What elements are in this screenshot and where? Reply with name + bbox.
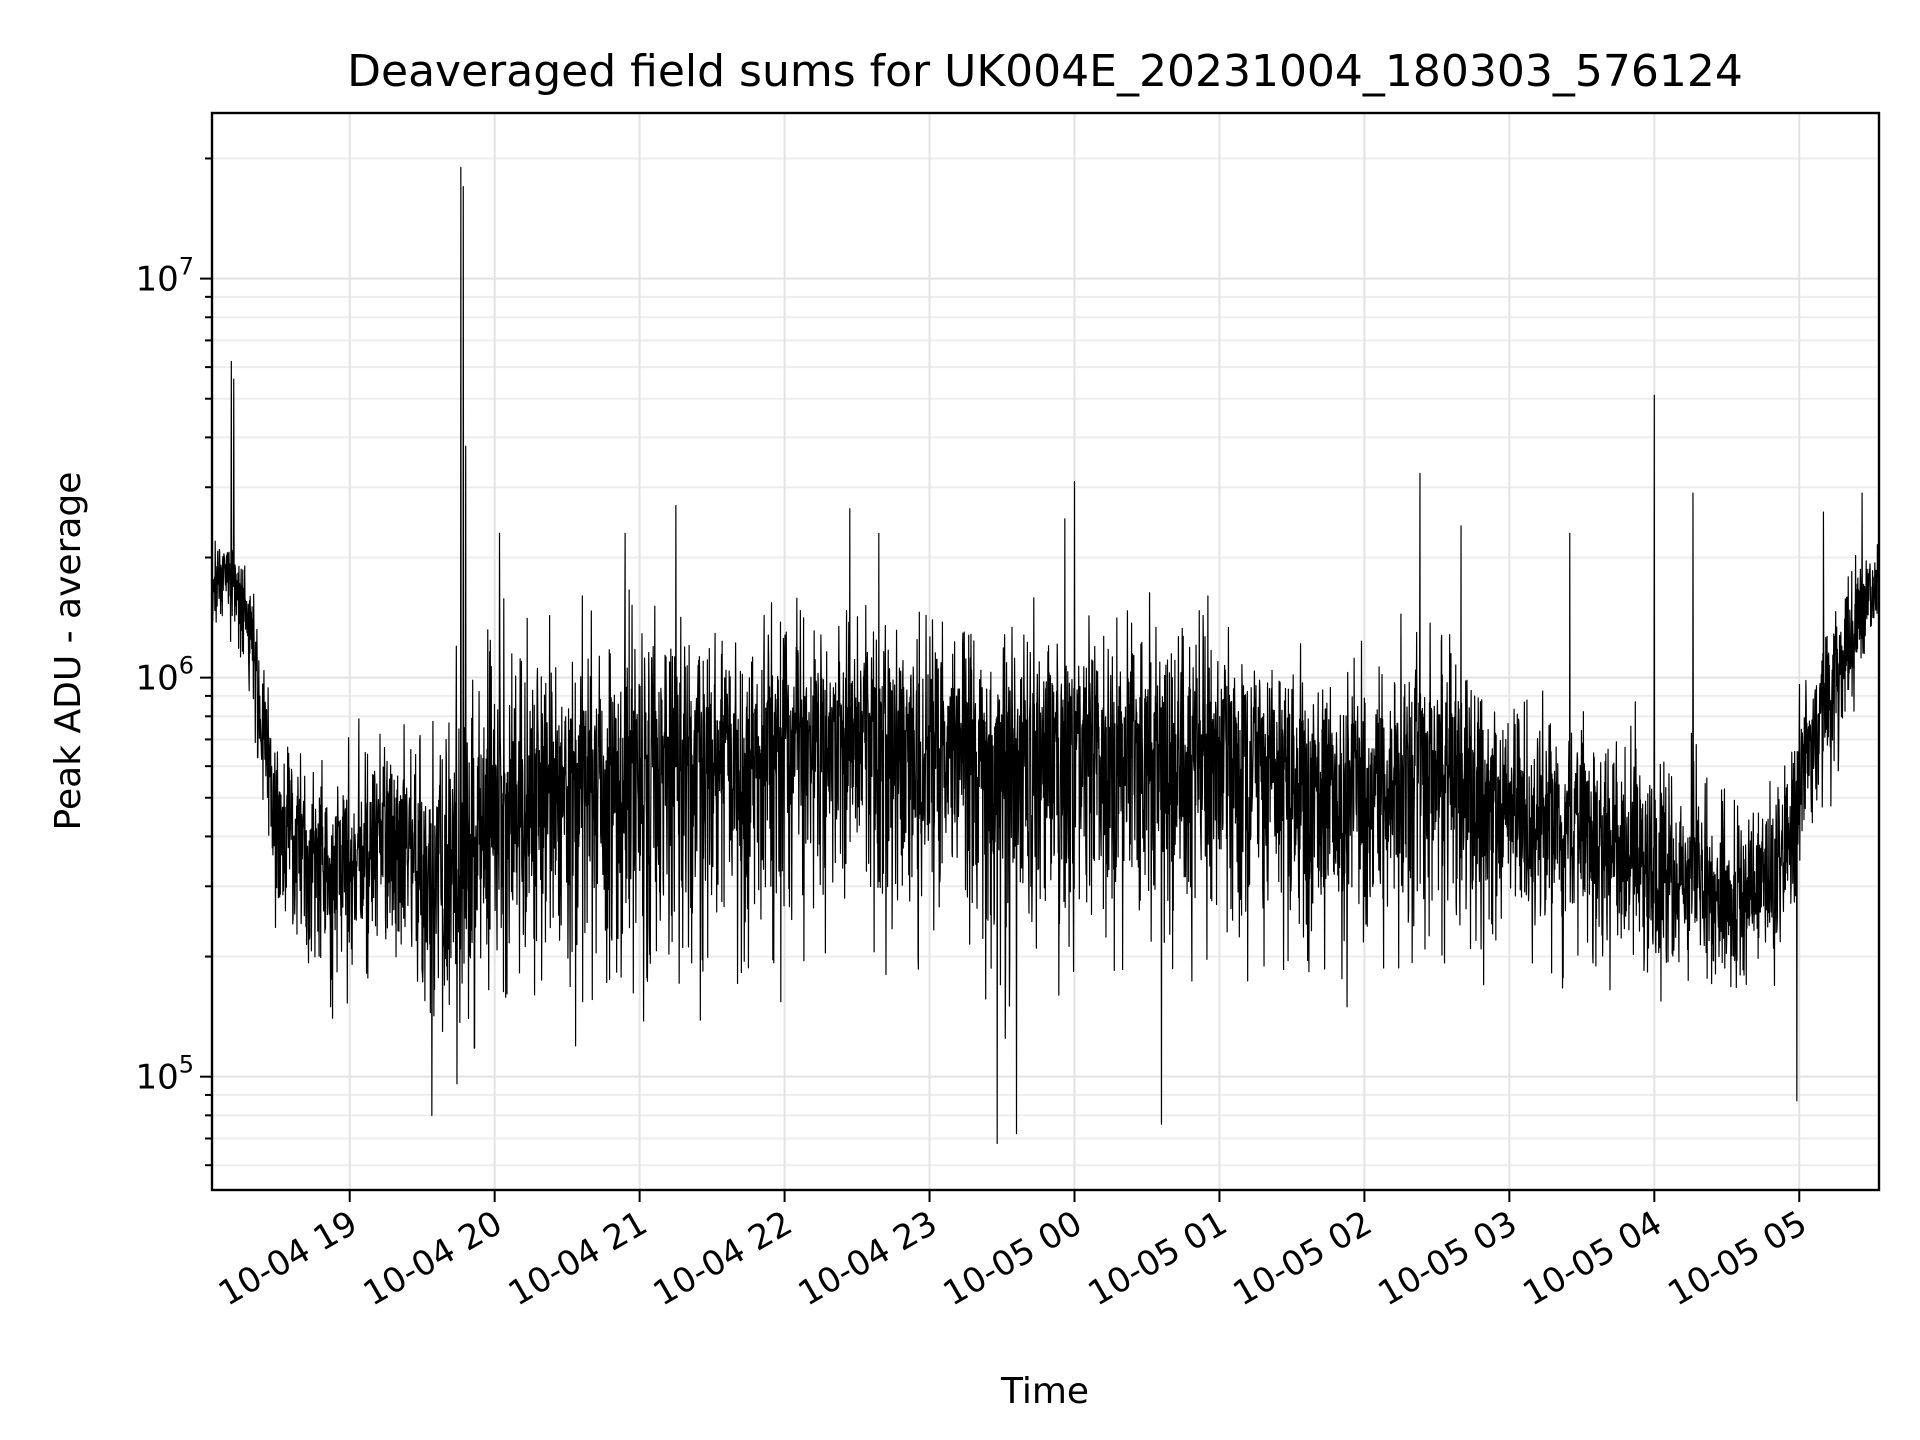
plot-frame [210,111,1881,1192]
chart-title: Deaveraged field sums for UK004E_2023100… [347,46,1743,97]
data-layer [211,166,1880,1145]
series-line [211,166,1880,1145]
y-tick-label: 106 [135,652,194,699]
y-tick-label: 105 [135,1051,194,1098]
x-axis-label: Time [1000,1371,1089,1412]
y-axis-label: Peak ADU - average [48,472,89,831]
y-tick-label: 107 [135,253,194,300]
